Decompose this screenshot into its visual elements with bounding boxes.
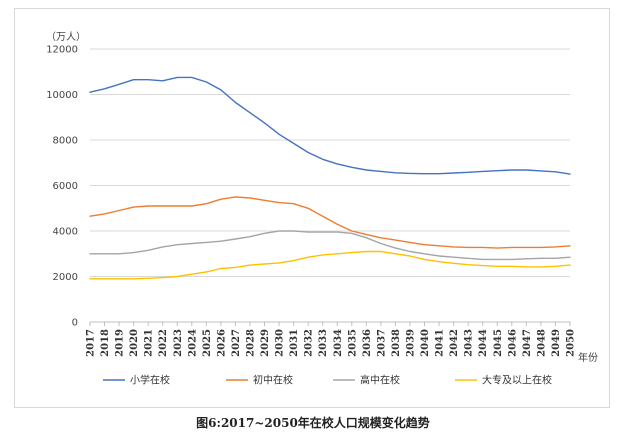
x-tick-label: 2023 (173, 329, 184, 357)
series-line (89, 250, 571, 280)
y-axis-unit: （万人） (46, 31, 86, 43)
gridlines (90, 48, 570, 323)
x-axis-ticks: 2017 2018 2019 2020 2021 2022 2023 2024 2025 2026… (86, 322, 577, 357)
x-tick-label: 2041 (435, 329, 446, 357)
x-tick-label: 2025 (202, 329, 213, 357)
x-tick-label: 2037 (376, 329, 387, 357)
legend-label: 初中在校 (253, 374, 293, 387)
y-tick-label: 2000 (53, 272, 78, 283)
series-lines (89, 76, 571, 280)
x-tick-label: 2022 (158, 329, 169, 357)
y-tick-label: 0 (72, 318, 78, 329)
x-tick-label: 2034 (333, 329, 344, 357)
legend: 小学在校 初中在校 高中在校 大专及以上在校 (103, 374, 552, 387)
y-tick-label: 4000 (53, 227, 78, 238)
figure-caption: 图6:2017~2050年在校人口规模变化趋势 (196, 416, 430, 430)
x-tick-label: 2026 (216, 329, 227, 357)
y-tick-label: 8000 (53, 136, 78, 147)
x-tick-label: 2040 (420, 329, 431, 357)
x-tick-label: 2050 (566, 329, 577, 357)
x-tick-label: 2044 (478, 329, 489, 357)
x-tick-label: 2033 (318, 329, 329, 357)
x-tick-label: 2042 (449, 329, 460, 357)
series-line (89, 76, 571, 175)
x-tick-label: 2046 (507, 329, 518, 357)
x-tick-label: 2031 (289, 329, 300, 357)
series-line (89, 230, 571, 261)
y-tick-label: 6000 (53, 181, 78, 192)
x-tick-label: 2027 (231, 329, 242, 357)
chart-frame (14, 8, 610, 408)
x-tick-label: 2047 (522, 329, 533, 357)
x-tick-label: 2028 (246, 329, 257, 357)
x-tick-label: 2030 (275, 329, 286, 357)
legend-label: 大专及以上在校 (482, 374, 552, 387)
x-tick-label: 2018 (100, 329, 111, 357)
y-tick-label: 12000 (46, 45, 78, 56)
x-tick-label: 2021 (144, 329, 155, 357)
x-tick-label: 2020 (129, 329, 140, 357)
y-tick-label: 10000 (46, 90, 78, 101)
x-tick-label: 2039 (406, 329, 417, 357)
x-tick-label: 2017 (86, 329, 97, 357)
series-line (89, 196, 571, 249)
legend-label: 高中在校 (360, 374, 400, 387)
y-axis-ticks: 0 2000 4000 6000 8000 10000 12000 (46, 45, 78, 329)
x-tick-label: 2038 (391, 329, 402, 357)
line-chart: （万人） 年份 0 2000 4000 6000 8000 10000 12000 2017… (46, 31, 598, 387)
x-tick-label: 2049 (551, 329, 562, 357)
x-tick-label: 2048 (536, 329, 547, 357)
x-axis-unit: 年份 (578, 351, 598, 364)
x-tick-label: 2029 (260, 329, 271, 357)
x-tick-label: 2043 (464, 329, 475, 357)
x-tick-label: 2035 (347, 329, 358, 357)
x-tick-label: 2024 (187, 329, 198, 357)
x-tick-label: 2019 (115, 329, 126, 357)
x-tick-label: 2036 (362, 329, 373, 357)
x-tick-label: 2032 (304, 329, 315, 357)
legend-label: 小学在校 (130, 374, 170, 387)
x-tick-label: 2045 (493, 329, 504, 357)
